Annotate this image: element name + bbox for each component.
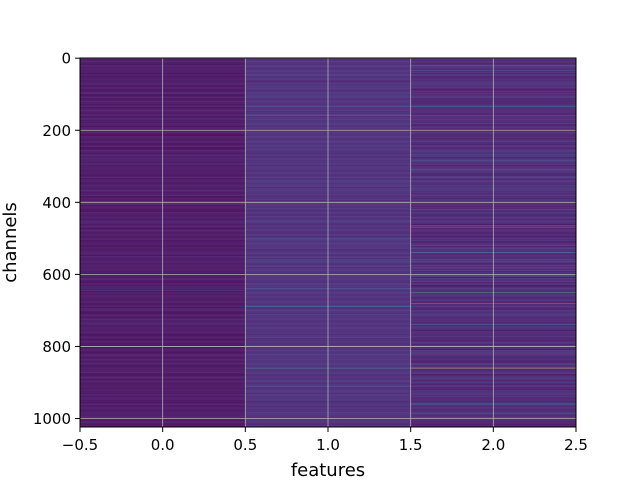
x-axis-label: features — [291, 460, 365, 480]
x-tick-label: 1.5 — [399, 436, 423, 454]
y-tick-label: 200 — [42, 122, 71, 140]
x-tick-label: 1.0 — [316, 436, 340, 454]
y-tick-label: 1000 — [33, 410, 71, 428]
x-tick-label: 2.0 — [481, 436, 505, 454]
y-tick-label: 800 — [42, 338, 71, 356]
x-tick-label: 2.5 — [564, 436, 588, 454]
x-tick-label: 0.5 — [233, 436, 257, 454]
y-tick-label: 600 — [42, 266, 71, 284]
x-tick-label: −0.5 — [62, 436, 98, 454]
x-axis-ticks: −0.5 0.0 0.5 1.0 1.5 2.0 2.5 — [62, 427, 588, 454]
y-tick-label: 400 — [42, 194, 71, 212]
y-tick-label: 0 — [61, 50, 71, 68]
y-axis-ticks: 0 200 400 600 800 1000 — [33, 50, 80, 428]
y-axis-label: channels — [0, 202, 21, 283]
x-tick-label: 0.0 — [151, 436, 175, 454]
